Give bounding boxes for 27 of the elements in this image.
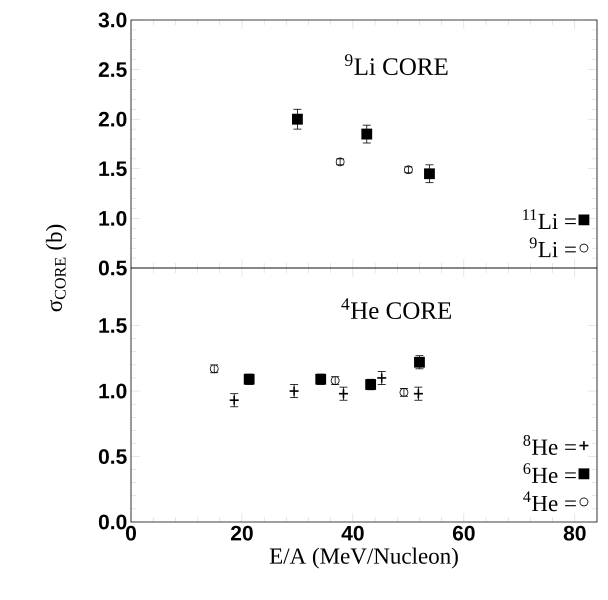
y-axis-title: σ$_{CORE}$ (b)	[46, 224, 67, 312]
x-tick-label: 20	[230, 526, 253, 541]
x-tick-label: 80	[564, 526, 586, 541]
y-tick-label: 0.5	[98, 449, 127, 464]
point	[361, 128, 372, 140]
annotation: $^{9}$Li CORE	[344, 54, 448, 76]
y-tick-label: 1.0	[99, 384, 126, 399]
y-tick-label: 3.0	[98, 12, 126, 28]
annotation: $^{4}$He CORE	[341, 298, 452, 320]
legend-label: $^{6}$He =	[524, 463, 576, 484]
y-tick-label: 0.0	[98, 514, 126, 530]
point	[424, 168, 435, 180]
x-axis-title: E/A (MeV/Nucleon)	[270, 548, 458, 569]
y-tick-label: 2.0	[98, 112, 126, 127]
x-tick-label: 40	[342, 526, 364, 541]
legend-label: $^{4}$He =	[523, 491, 576, 512]
y-tick-label: 0.5	[98, 260, 127, 276]
legend-label: $^{9}$Li =	[530, 237, 576, 258]
legend-label: $^{8}$He =	[523, 434, 576, 455]
y-tick-label: 2.5	[98, 62, 127, 78]
x-tick-label: 0	[126, 526, 136, 541]
y-tick-label: 1.5	[99, 318, 127, 333]
y-tick-label: 1.0	[99, 210, 126, 226]
legend-label: $^{11}$Li =	[523, 209, 576, 229]
y-tick-label: 1.5	[99, 161, 127, 176]
point	[292, 114, 303, 125]
x-tick-label: 60	[452, 526, 475, 541]
